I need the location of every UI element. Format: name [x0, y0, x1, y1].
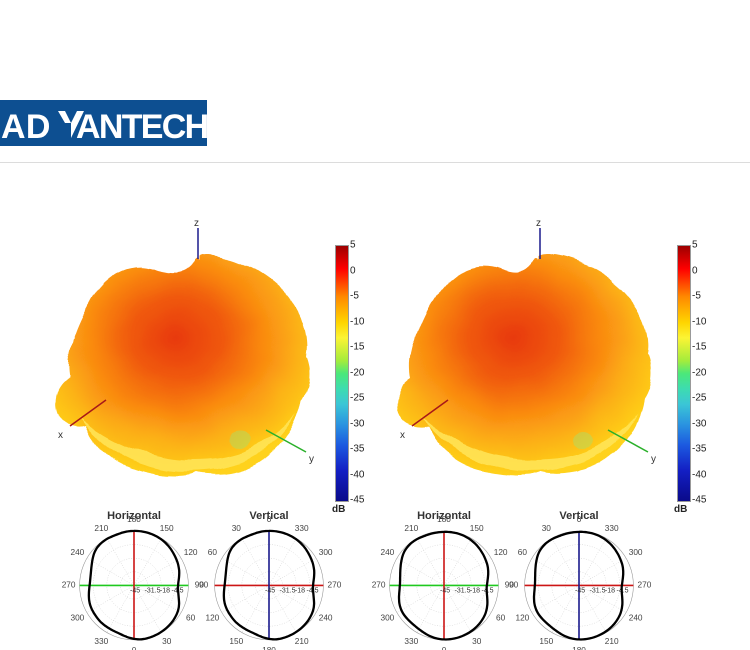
- svg-text:60: 60: [518, 547, 528, 557]
- svg-text:270: 270: [327, 580, 341, 590]
- svg-text:330: 330: [295, 523, 309, 533]
- svg-text:210: 210: [94, 523, 108, 533]
- svg-text:30: 30: [542, 523, 552, 533]
- svg-text:60: 60: [208, 547, 218, 557]
- svg-text:150: 150: [229, 636, 243, 646]
- svg-text:300: 300: [319, 547, 333, 557]
- svg-text:180: 180: [572, 645, 586, 650]
- svg-text:ANTECH: ANTECH: [76, 108, 207, 146]
- svg-text:180: 180: [437, 514, 451, 524]
- svg-text:90: 90: [199, 580, 209, 590]
- svg-text:270: 270: [62, 580, 76, 590]
- svg-text:-45: -45: [575, 587, 585, 594]
- svg-text:120: 120: [205, 612, 219, 622]
- svg-text:210: 210: [605, 636, 619, 646]
- svg-text:150: 150: [160, 523, 174, 533]
- svg-text:0: 0: [267, 514, 272, 524]
- svg-text:-18: -18: [470, 587, 480, 594]
- svg-text:-45: -45: [440, 587, 450, 594]
- svg-text:240: 240: [319, 612, 333, 622]
- svg-text:x: x: [58, 430, 63, 441]
- svg-text:300: 300: [629, 547, 643, 557]
- svg-text:0: 0: [442, 645, 447, 650]
- svg-text:240: 240: [629, 612, 643, 622]
- svg-text:-45: -45: [130, 587, 140, 594]
- svg-text:150: 150: [539, 636, 553, 646]
- svg-text:90: 90: [509, 580, 519, 590]
- svg-text:330: 330: [605, 523, 619, 533]
- svg-text:x: x: [400, 430, 405, 441]
- svg-text:AD: AD: [1, 108, 51, 146]
- svg-text:270: 270: [637, 580, 651, 590]
- svg-text:180: 180: [127, 514, 141, 524]
- svg-text:270: 270: [372, 580, 386, 590]
- svg-text:240: 240: [380, 547, 394, 557]
- svg-text:30: 30: [162, 636, 172, 646]
- svg-text:330: 330: [94, 636, 108, 646]
- svg-text:300: 300: [70, 612, 84, 622]
- svg-text:-45: -45: [265, 587, 275, 594]
- svg-text:-31.5: -31.5: [280, 587, 296, 594]
- svg-text:150: 150: [470, 523, 484, 533]
- svg-text:z: z: [536, 218, 541, 229]
- svg-text:0: 0: [577, 514, 582, 524]
- svg-text:0: 0: [132, 645, 137, 650]
- svg-text:30: 30: [472, 636, 482, 646]
- svg-text:y: y: [651, 454, 656, 465]
- svg-text:-18: -18: [160, 587, 170, 594]
- svg-text:-31.5: -31.5: [455, 587, 471, 594]
- svg-text:240: 240: [70, 547, 84, 557]
- svg-text:-31.5: -31.5: [145, 587, 161, 594]
- svg-text:300: 300: [380, 612, 394, 622]
- svg-text:180: 180: [262, 645, 276, 650]
- svg-text:-18: -18: [605, 587, 615, 594]
- svg-text:30: 30: [232, 523, 242, 533]
- svg-text:z: z: [194, 218, 199, 229]
- svg-text:210: 210: [295, 636, 309, 646]
- svg-text:-31.5: -31.5: [590, 587, 606, 594]
- svg-text:-18: -18: [295, 587, 305, 594]
- svg-text:330: 330: [404, 636, 418, 646]
- svg-text:210: 210: [404, 523, 418, 533]
- svg-text:120: 120: [515, 612, 529, 622]
- svg-text:y: y: [309, 454, 314, 465]
